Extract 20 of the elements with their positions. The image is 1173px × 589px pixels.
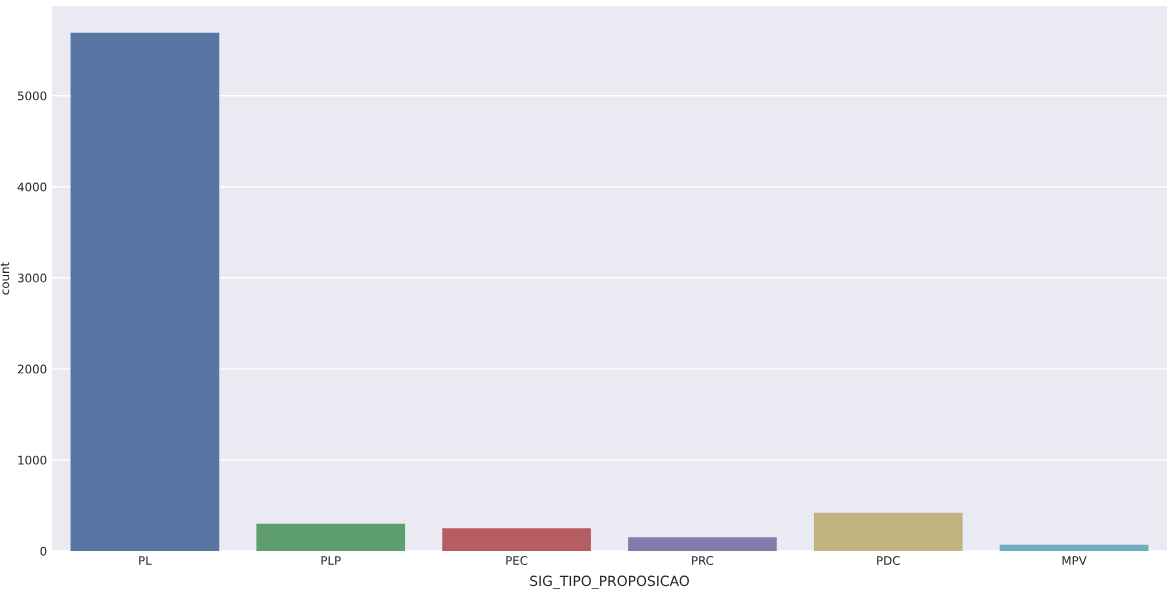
x-tick-label: MPV	[1062, 556, 1087, 565]
x-axis-title: SIG_TIPO_PROPOSICAO	[530, 575, 689, 589]
y-tick-label: 1000	[18, 455, 47, 465]
x-tick-label: PL	[139, 556, 152, 565]
y-tick-label: 5000	[18, 91, 47, 101]
y-axis-title: count	[0, 262, 10, 295]
bar	[70, 32, 220, 551]
y-tick-label: 3000	[17, 273, 47, 283]
x-tick-label: PRC	[692, 556, 714, 565]
bar	[813, 512, 963, 551]
y-tick-label: 0	[40, 546, 47, 556]
bar	[628, 537, 777, 551]
x-tick-label: PLP	[321, 556, 341, 565]
bar	[999, 544, 1149, 551]
y-tick-label: 4000	[17, 182, 47, 192]
x-tick-label: PEC	[506, 556, 528, 565]
bar	[442, 528, 591, 551]
x-tick-label: PDC	[877, 556, 900, 565]
bar	[256, 523, 406, 551]
y-tick-label: 2000	[17, 364, 47, 374]
